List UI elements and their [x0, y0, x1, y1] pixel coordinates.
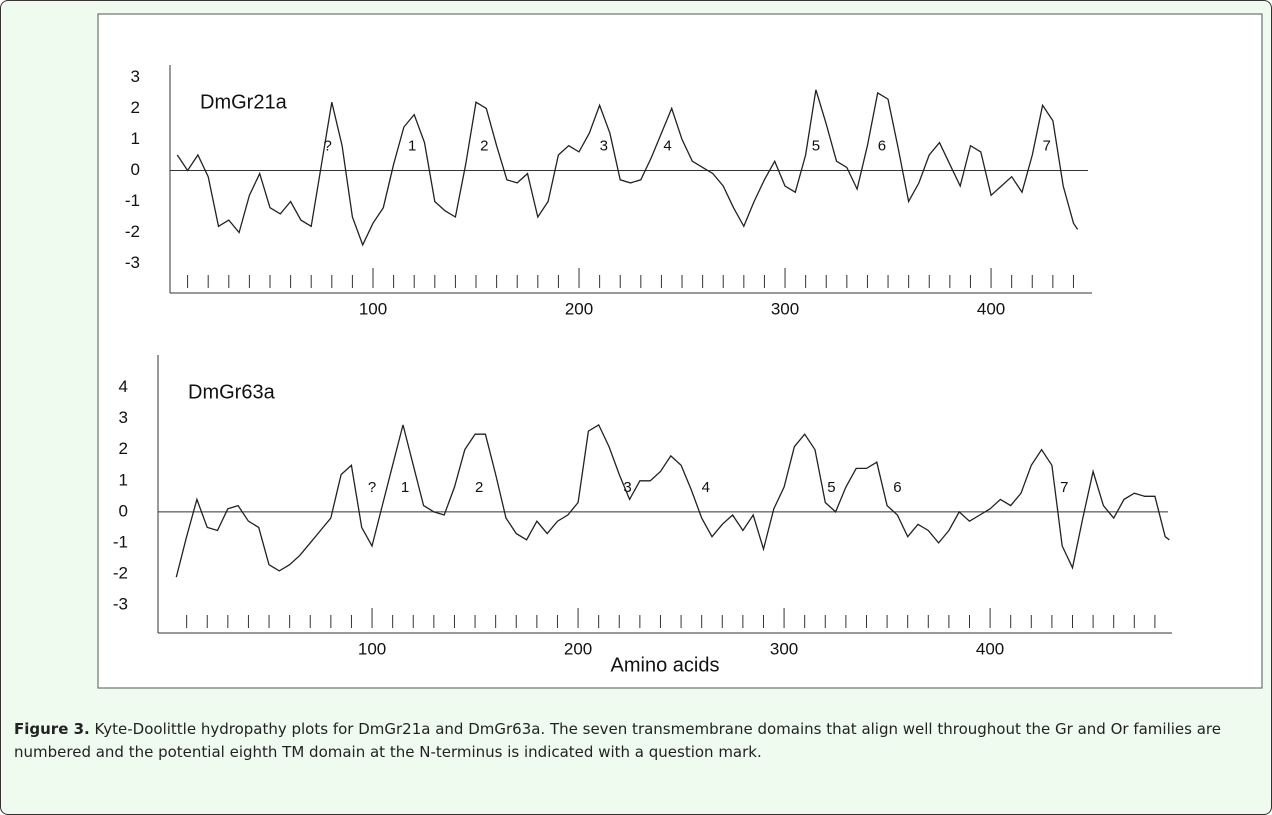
- y-tick-label: 1: [131, 129, 140, 148]
- domain-label: 6: [878, 137, 886, 154]
- x-axis-label: Amino acids: [611, 654, 720, 676]
- figure: 3 2 1 0 -1 -2 -3 100 200 300 400? 1 2 3 4 5 6 7 DmGr21a 4 3 2…: [97, 13, 1263, 689]
- caption: Figure 3. Kyte-Doolittle hydropathy plot…: [14, 718, 1264, 764]
- x-tick-label: 200: [565, 299, 593, 318]
- domain-label: 4: [702, 479, 710, 496]
- x-tick-label: 100: [359, 299, 387, 318]
- hydropathy-line: [175, 423, 1170, 578]
- domain-label: 1: [408, 137, 416, 154]
- domain-label: ?: [368, 479, 376, 496]
- caption-text: Kyte-Doolittle hydropathy plots for DmGr…: [14, 720, 1221, 761]
- domain-label: 3: [600, 137, 608, 154]
- y-tick-label: 2: [131, 98, 140, 117]
- domain-label: 5: [827, 479, 835, 496]
- chart-title: DmGr21a: [200, 91, 288, 113]
- figure-box: [97, 13, 1263, 689]
- y-tick-label: -2: [113, 563, 128, 582]
- y-tick-label: 3: [131, 67, 140, 86]
- y-tick-label: 0: [131, 160, 140, 179]
- domain-label: ?: [324, 137, 332, 154]
- domain-label: 3: [623, 479, 631, 496]
- domain-label: 2: [480, 137, 488, 154]
- x-tick-label: 300: [771, 299, 799, 318]
- y-tick-label: 1: [119, 470, 128, 489]
- y-tick-label: -3: [113, 595, 128, 614]
- domain-label: 7: [1043, 137, 1051, 154]
- x-tick-label: 400: [976, 639, 1004, 658]
- x-tick-label: 400: [977, 299, 1005, 318]
- hydropathy-line: [176, 89, 1079, 247]
- y-tick-label: 2: [119, 439, 128, 458]
- x-tick-label: 100: [358, 639, 386, 658]
- chart-title: DmGr63a: [188, 381, 276, 403]
- y-tick-label: -2: [125, 222, 140, 241]
- x-tick-label: 200: [564, 639, 592, 658]
- y-tick-label: 4: [119, 377, 128, 396]
- caption-label: Figure 3.: [14, 720, 90, 738]
- domain-label: 1: [401, 479, 409, 496]
- y-tick-label: -1: [113, 532, 128, 551]
- domain-label: 5: [812, 137, 820, 154]
- domain-label: 7: [1060, 479, 1068, 496]
- y-tick-label: -3: [125, 253, 140, 272]
- domain-label: 4: [663, 137, 671, 154]
- x-tick-label: 300: [770, 639, 798, 658]
- domain-label: 2: [475, 479, 483, 496]
- y-tick-label: 0: [119, 501, 128, 520]
- y-tick-label: -1: [125, 191, 140, 210]
- y-tick-label: 3: [119, 408, 128, 427]
- domain-label: 6: [893, 479, 901, 496]
